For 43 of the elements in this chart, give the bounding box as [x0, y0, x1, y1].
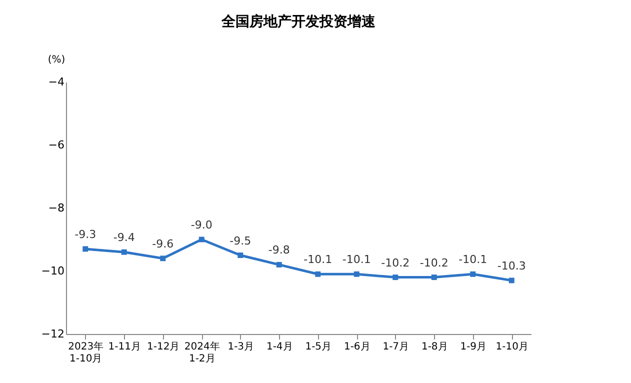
point: [354, 271, 360, 277]
data-label: -10.2: [420, 256, 448, 270]
y-tick-label: −10: [41, 264, 64, 278]
y-tick-label: −4: [48, 76, 64, 88]
point: [392, 274, 398, 280]
x-tick-label: 1-4月: [266, 342, 293, 352]
data-label: -10.1: [342, 253, 371, 266]
data-label: -9.6: [152, 237, 174, 250]
point: [121, 249, 127, 255]
point: [508, 278, 514, 284]
point: [276, 262, 282, 268]
x-tick-label: 1-9月: [460, 342, 487, 352]
y-tick-label: −12: [41, 328, 64, 340]
point: [470, 271, 476, 277]
x-tick-label: 1-5月: [305, 342, 332, 352]
x-tick-label: 1-10月: [496, 342, 528, 352]
y-tick-label: −8: [48, 202, 64, 214]
data-label: -9.4: [113, 231, 135, 244]
point: [238, 252, 244, 258]
data-label: -10.3: [497, 259, 526, 272]
x-tick-label: 2024年 1-2月: [184, 340, 220, 364]
x-tick-label: 2023年 1-10月: [68, 340, 104, 364]
data-label: -9.8: [268, 244, 290, 257]
data-label: -10.1: [304, 253, 332, 266]
y-tick-label: −6: [48, 138, 64, 152]
data-label: -10.1: [458, 253, 488, 266]
data-label: -10.2: [381, 256, 410, 270]
point: [82, 246, 88, 252]
y-axis-title: (%): [48, 54, 66, 66]
point: [315, 271, 321, 277]
point: [431, 274, 437, 280]
data-label: -9.3: [74, 228, 96, 241]
x-tick-label: 1-3月: [228, 342, 254, 352]
x-tick-label: 1-11月: [108, 342, 141, 352]
data-label: -9.5: [230, 234, 252, 248]
data-label: -9.0: [190, 218, 212, 232]
x-tick-label: 1-12月: [147, 342, 180, 352]
point: [160, 256, 166, 262]
point: [198, 236, 204, 242]
x-tick-label: 1-8月: [421, 342, 448, 352]
x-tick-label: 1-6月: [344, 342, 370, 352]
chart-title: 全国房地产开发投资增速: [220, 13, 376, 30]
x-tick-label: 1-7月: [382, 342, 410, 352]
